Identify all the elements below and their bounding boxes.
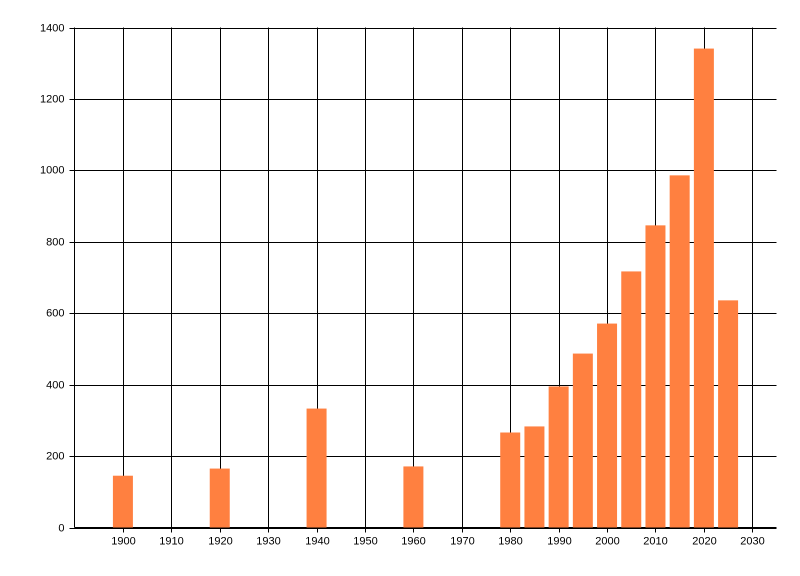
x-tick-label: 1980 — [498, 535, 522, 547]
y-tick-label: 0 — [58, 522, 64, 534]
x-tick-label: 2000 — [595, 535, 619, 547]
y-tick-label: 800 — [46, 236, 64, 248]
bar — [112, 475, 133, 528]
x-tick-label: 1960 — [401, 535, 425, 547]
bar — [645, 225, 666, 528]
x-tick-label: 1990 — [547, 535, 571, 547]
x-tick-label: 2030 — [740, 535, 764, 547]
bar — [693, 48, 714, 528]
y-tick-label: 1400 — [40, 22, 64, 34]
x-tick-label: 1920 — [208, 535, 232, 547]
bar — [621, 271, 642, 528]
x-tick-label: 1940 — [305, 535, 329, 547]
x-tick-label: 1910 — [159, 535, 183, 547]
x-tick-label: 1930 — [256, 535, 280, 547]
y-tick-label: 1200 — [40, 93, 64, 105]
bar — [669, 175, 690, 528]
bar — [306, 408, 327, 528]
x-tick-label: 2020 — [692, 535, 716, 547]
bar — [548, 386, 569, 528]
bar — [572, 353, 593, 528]
y-tick-label: 1000 — [40, 164, 64, 176]
bar — [718, 300, 739, 528]
bar — [403, 466, 424, 528]
x-tick-label: 2010 — [643, 535, 667, 547]
y-tick-label: 600 — [46, 307, 64, 319]
bar — [500, 432, 521, 528]
y-tick-label: 400 — [46, 379, 64, 391]
bar — [524, 426, 545, 528]
x-tick-label: 1950 — [353, 535, 377, 547]
x-tick-label: 1970 — [450, 535, 474, 547]
y-tick-label: 200 — [46, 450, 64, 462]
x-tick-label: 1900 — [111, 535, 135, 547]
bar — [209, 468, 230, 528]
bar — [597, 323, 618, 528]
